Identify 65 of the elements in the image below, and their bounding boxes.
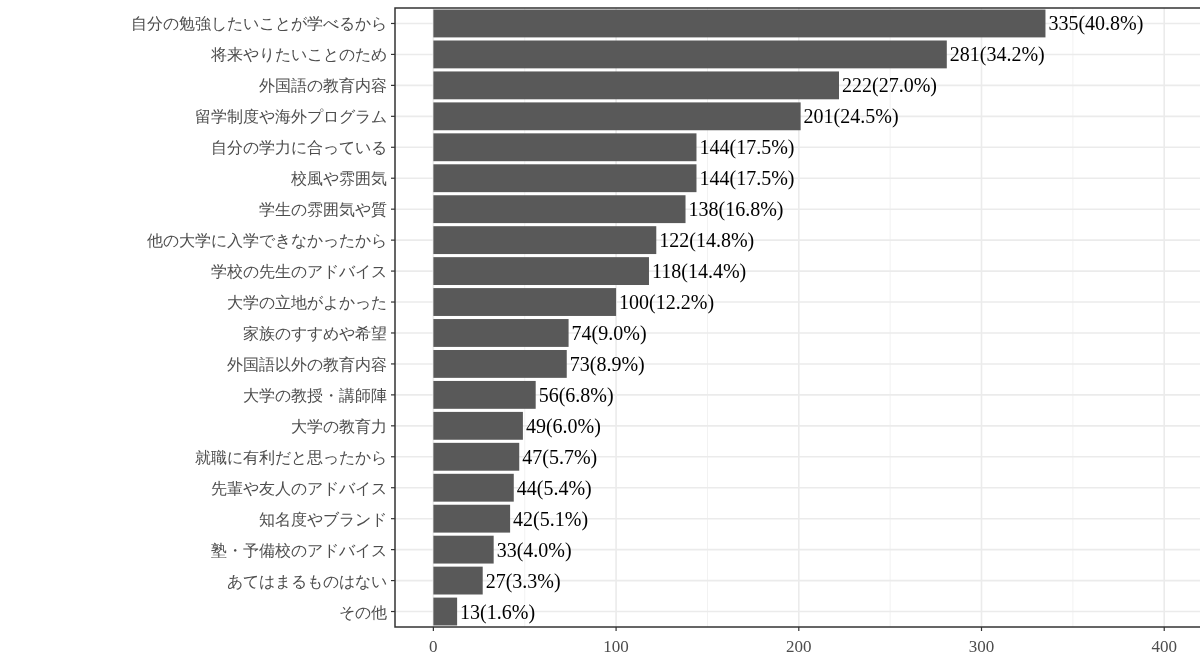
- data-label: 118(14.4%): [651, 260, 747, 284]
- bar: [433, 504, 511, 533]
- y-tick-label: 知名度やブランド: [259, 509, 387, 529]
- bar: [433, 40, 947, 69]
- data-label: 44(5.4%): [516, 476, 592, 500]
- data-label: 13(1.6%): [460, 600, 536, 624]
- x-tick-label: 200: [786, 637, 812, 656]
- bar: [433, 535, 494, 564]
- y-tick-label: 学生の雰囲気や質: [259, 200, 387, 220]
- data-label: 49(6.0%): [525, 414, 601, 438]
- data-label: 33(4.0%): [496, 538, 572, 562]
- bar: [433, 288, 617, 316]
- data-label: 42(5.1%): [513, 507, 589, 531]
- data-label: 222(27.0%): [841, 74, 937, 98]
- bar: [433, 350, 567, 378]
- x-tick-label: 400: [1151, 637, 1177, 656]
- x-tick-label: 0: [429, 637, 438, 656]
- y-tick-label: 他の大学に入学できなかったから: [147, 231, 387, 251]
- bar: [433, 226, 657, 255]
- y-tick-label: 大学の立地がよかった: [227, 293, 387, 313]
- bar: [433, 411, 523, 440]
- bar: [433, 9, 1046, 38]
- y-tick-label: 校風や雰囲気: [290, 169, 387, 189]
- bar: [433, 442, 520, 471]
- bar: [433, 566, 483, 595]
- y-tick-label: 自分の学力に合っている: [211, 138, 387, 158]
- data-label: 27(3.3%): [485, 569, 561, 593]
- y-tick-label: 外国語の教育内容: [259, 76, 387, 96]
- x-tick-label: 100: [603, 637, 629, 656]
- data-label: 201(24.5%): [803, 105, 899, 129]
- data-label: 144(17.5%): [699, 136, 795, 160]
- data-label: 144(17.5%): [699, 167, 795, 191]
- data-label: 56(6.8%): [538, 383, 614, 407]
- data-label: 122(14.8%): [659, 229, 755, 253]
- bar: [433, 473, 514, 502]
- y-tick-label: 自分の勉強したいことが学べるから: [131, 14, 387, 34]
- y-tick-label: あてはまるものはない: [227, 571, 387, 591]
- data-label: 335(40.8%): [1048, 12, 1144, 36]
- data-label: 74(9.0%): [571, 321, 647, 345]
- bar: [433, 102, 801, 131]
- bar: [433, 71, 839, 100]
- bar: [433, 133, 697, 162]
- y-tick-label: 将来やりたいことのため: [210, 45, 387, 65]
- bar: [433, 257, 649, 285]
- bar: [433, 319, 569, 347]
- bar: [433, 164, 697, 193]
- data-label: 281(34.2%): [949, 43, 1045, 67]
- y-tick-label: 大学の教授・講師陣: [243, 385, 387, 405]
- data-label: 138(16.8%): [688, 198, 784, 222]
- y-tick-label: 塾・予備校のアドバイス: [211, 540, 387, 560]
- y-tick-label: 就職に有利だと思ったから: [195, 447, 387, 467]
- y-tick-label: その他: [339, 602, 387, 622]
- bar: [433, 380, 536, 409]
- bar: [433, 597, 458, 626]
- y-tick-label: 先輩や友人のアドバイス: [211, 478, 387, 498]
- bar: [433, 195, 686, 224]
- y-tick-label: 家族のすすめや希望: [243, 323, 387, 343]
- y-tick-label: 留学制度や海外プログラム: [195, 107, 387, 127]
- x-tick-label: 300: [968, 637, 995, 656]
- data-label: 100(12.2%): [619, 291, 715, 315]
- y-tick-label: 大学の教育力: [291, 416, 387, 436]
- y-tick-label: 外国語以外の教育内容: [227, 354, 387, 374]
- y-tick-label: 学校の先生のアドバイス: [211, 262, 387, 282]
- data-label: 73(8.9%): [569, 352, 645, 376]
- data-label: 47(5.7%): [522, 445, 598, 469]
